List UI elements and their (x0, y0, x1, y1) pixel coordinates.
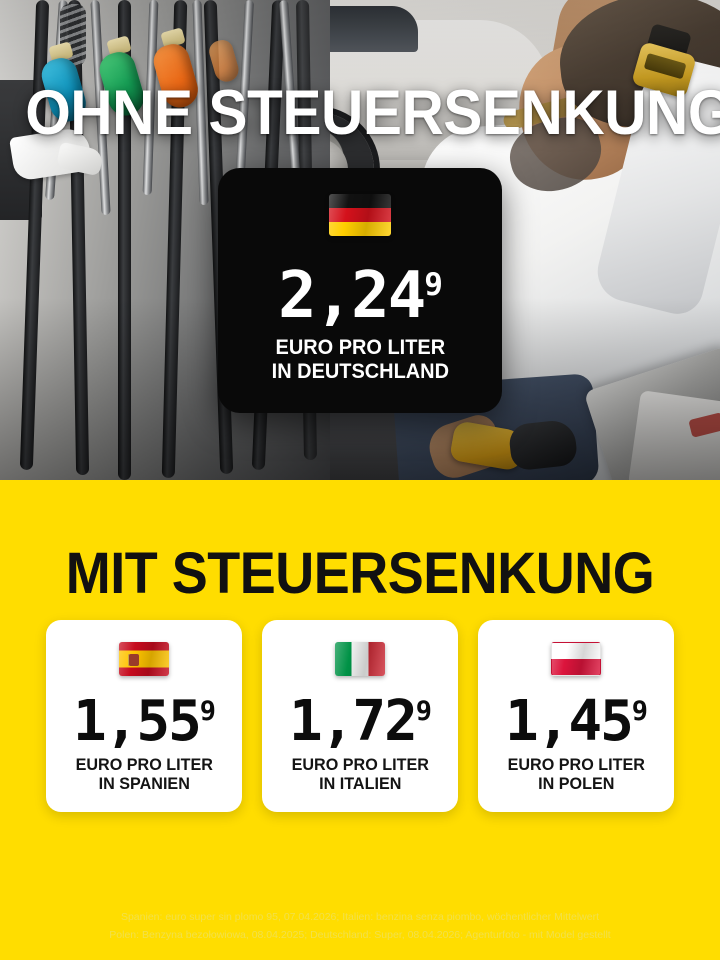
flag-italy-icon (335, 642, 385, 676)
caption-italy: EURO PRO LITER IN ITALIEN (291, 755, 428, 793)
flag-spain-icon (119, 642, 169, 676)
caption-line1-germany: EURO PRO LITER (275, 336, 445, 360)
footer-line-2: Polen: Benzyna bezołowiowa, 08.04.2025; … (109, 928, 611, 941)
price-value-poland: 1,45 9 (504, 688, 648, 754)
price-main-poland: 1,45 (504, 688, 634, 754)
flag-poland-icon (551, 642, 601, 676)
caption-spain: EURO PRO LITER IN SPANIEN (75, 755, 212, 793)
price-card-spain: 1,55 9 EURO PRO LITER IN SPANIEN (46, 620, 242, 812)
price-card-poland: 1,45 9 EURO PRO LITER IN POLEN (478, 620, 674, 812)
footer-sources: Spanien: euro super sin plomo 95, 07.04.… (0, 909, 720, 944)
price-superscript-germany: 9 (424, 266, 443, 303)
caption-germany: EURO PRO LITER IN DEUTSCHLAND (271, 336, 448, 383)
price-value-italy: 1,72 9 (288, 688, 432, 754)
bottom-yellow-section: MIT STEUERSENKUNG 1,55 9 EURO PRO LITER … (0, 480, 720, 960)
price-value-germany: 2,24 9 (278, 258, 443, 333)
flag-wave-overlay (552, 643, 600, 675)
flag-germany-icon (329, 194, 391, 236)
fuel-hose (118, 0, 131, 480)
price-superscript-italy: 9 (415, 695, 432, 727)
price-superscript-spain: 9 (199, 695, 216, 727)
caption-line2-germany: IN DEUTSCHLAND (271, 359, 449, 383)
flag-wave-overlay (119, 642, 169, 676)
price-main-spain: 1,55 (72, 688, 202, 754)
price-main-italy: 1,72 (288, 688, 418, 754)
footer-line-1: Spanien: euro super sin plomo 95, 07.04.… (120, 911, 600, 924)
price-card-italy: 1,72 9 EURO PRO LITER IN ITALIEN (262, 620, 458, 812)
caption-line1-italy: EURO PRO LITER (291, 755, 429, 775)
price-superscript-poland: 9 (631, 695, 648, 727)
price-value-spain: 1,55 9 (72, 688, 216, 754)
caption-line2-italy: IN ITALIEN (318, 774, 402, 794)
headline-ohne-steuersenkung: OHNE STEUERSENKUNG (25, 78, 720, 148)
price-cards-row: 1,55 9 EURO PRO LITER IN SPANIEN 1,72 9 (46, 620, 674, 812)
caption-line2-poland: IN POLEN (537, 774, 615, 794)
caption-line1-spain: EURO PRO LITER (75, 755, 213, 775)
caption-line1-poland: EURO PRO LITER (507, 755, 645, 775)
caption-line2-spain: IN SPANIEN (98, 774, 190, 794)
top-photo-section: OHNE STEUERSENKUNG 2,24 9 EURO PRO LITER… (0, 0, 720, 480)
headline-mit-steuersenkung: MIT STEUERSENKUNG (65, 541, 655, 606)
flag-wave-overlay (335, 642, 385, 676)
price-main-germany: 2,24 (278, 258, 426, 333)
price-card-germany: 2,24 9 EURO PRO LITER IN DEUTSCHLAND (218, 168, 502, 413)
caption-poland: EURO PRO LITER IN POLEN (507, 755, 644, 793)
flag-wave-overlay (329, 194, 391, 236)
